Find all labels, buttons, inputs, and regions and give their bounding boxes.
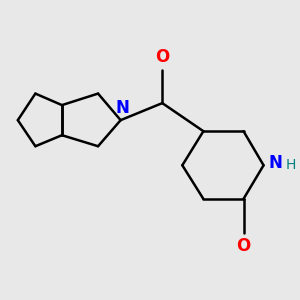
Text: H: H [285, 158, 296, 172]
Text: N: N [268, 154, 283, 172]
Text: O: O [236, 236, 250, 254]
Text: O: O [155, 48, 169, 66]
Text: N: N [116, 99, 130, 117]
